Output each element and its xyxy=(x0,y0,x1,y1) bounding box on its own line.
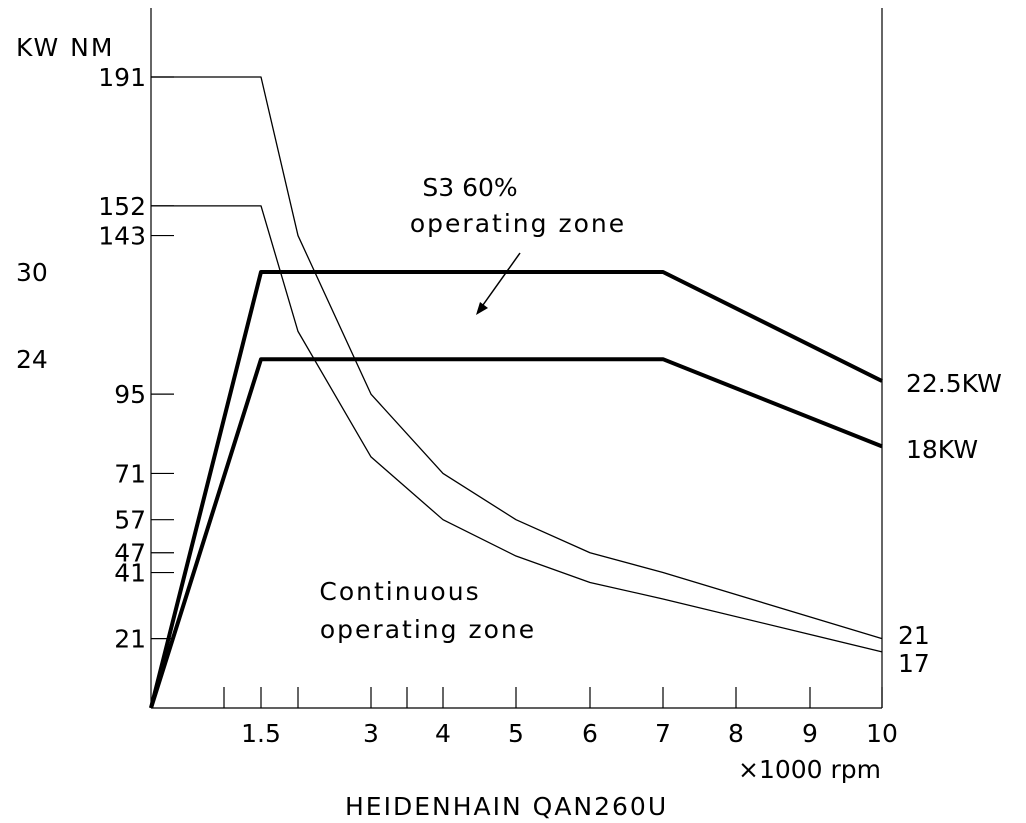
x-tick-label: 4 xyxy=(435,719,451,748)
power-tick-label: 30 xyxy=(16,258,48,287)
left-axis-label: KW NM xyxy=(16,33,114,62)
torque-tick-label: 21 xyxy=(114,625,146,654)
continuous-zone-line1: Continuous xyxy=(319,577,480,606)
x-tick-label: 1.5 xyxy=(241,719,281,748)
right-label-21: 21 xyxy=(898,621,930,650)
power-tick-label: 24 xyxy=(16,345,48,374)
x-tick-label: 5 xyxy=(508,719,524,748)
x-tick-label: 8 xyxy=(728,719,744,748)
power-label-18: 18KW xyxy=(906,435,978,464)
torque-tick-label: 152 xyxy=(98,192,146,221)
x-ticks: 1.5 3 4 5 6 7 8 9 10 xyxy=(223,687,898,748)
x-tick-label: 3 xyxy=(363,719,379,748)
x-tick-label: 10 xyxy=(866,719,898,748)
x-tick-label: 7 xyxy=(655,719,671,748)
torque-tick-label: 57 xyxy=(114,506,146,535)
continuous-zone-line2: operating zone xyxy=(320,615,536,644)
torque-tick-label: 95 xyxy=(114,380,146,409)
x-axis-label: ×1000 rpm xyxy=(738,755,881,784)
torque-curve-2 xyxy=(151,205,883,653)
torque-tick-label: 191 xyxy=(98,63,146,92)
right-label-17: 17 xyxy=(898,649,930,678)
power-curve-1 xyxy=(149,270,883,709)
power-label-22-5: 22.5KW xyxy=(906,369,1002,398)
chart-title: HEIDENHAIN QAN260U xyxy=(345,792,668,821)
torque-tick-label: 47 xyxy=(114,539,146,568)
torque-curve-1 xyxy=(151,76,883,640)
series-group xyxy=(149,76,883,709)
power-curve-2 xyxy=(149,357,883,709)
s3-arrow xyxy=(476,252,521,315)
x-tick-label: 9 xyxy=(802,719,818,748)
torque-tick-label: 143 xyxy=(98,222,146,251)
s3-zone-line2: operating zone xyxy=(410,209,626,238)
x-tick-label: 6 xyxy=(582,719,598,748)
torque-tick-label: 71 xyxy=(114,459,146,488)
s3-zone-line1: S3 60% xyxy=(422,173,517,202)
torque-tick-label: 41 xyxy=(114,559,146,588)
